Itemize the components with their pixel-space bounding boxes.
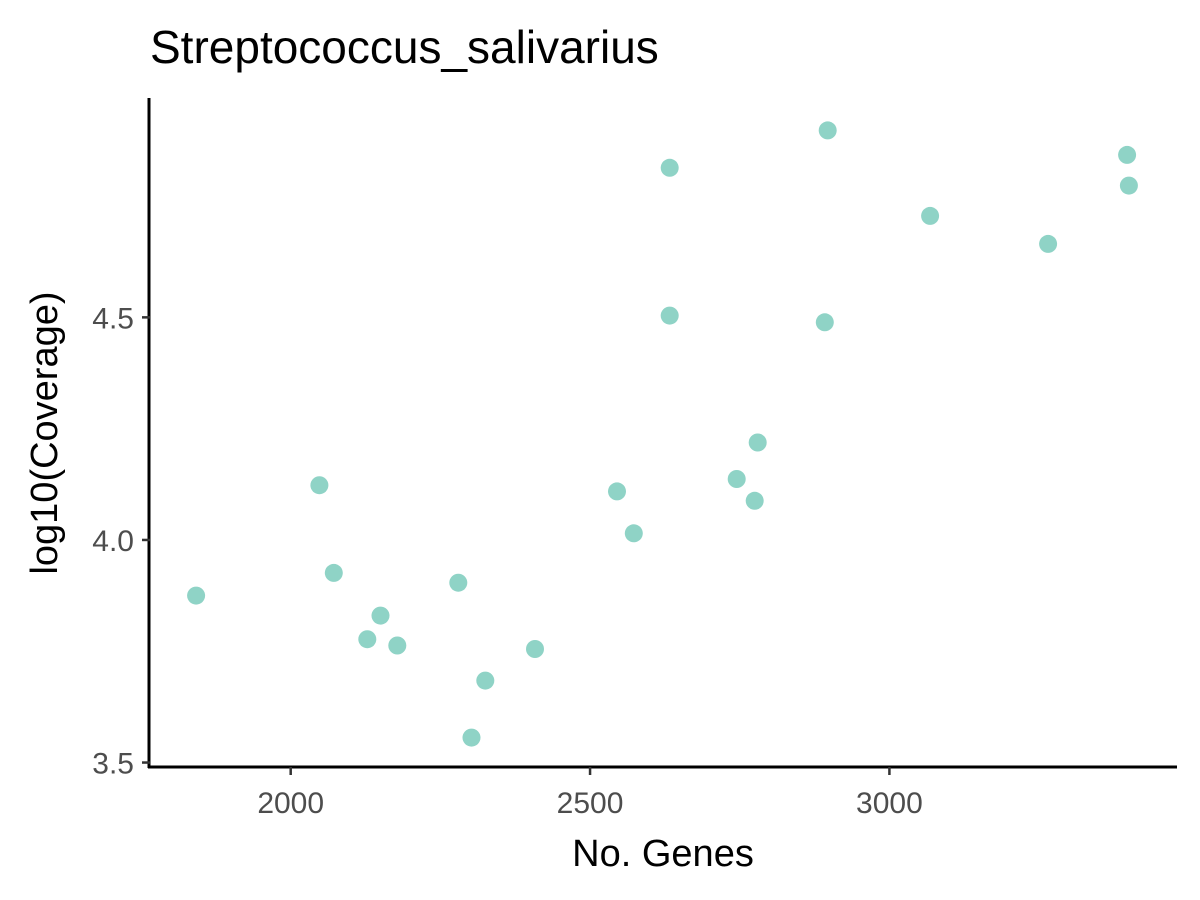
data-point-11 (608, 482, 626, 501)
x-tick-label: 2000 (257, 787, 324, 820)
points-layer (187, 121, 1138, 747)
data-point-14 (660, 306, 679, 325)
y-ticks-layer: 3.5 4.0 4.5 (92, 302, 150, 781)
data-point-16 (745, 491, 764, 510)
data-point-2 (310, 476, 329, 495)
data-point-12 (624, 524, 643, 543)
data-point-15 (727, 470, 746, 488)
data-point-22 (1118, 145, 1137, 164)
data-point-20 (921, 206, 940, 225)
data-point-8 (462, 728, 481, 747)
data-point-5 (371, 606, 390, 625)
x-axis-title: No. Genes (572, 833, 754, 875)
x-tick-label: 2500 (557, 787, 624, 820)
y-tick-label: 3.5 (92, 748, 134, 781)
data-point-13 (660, 158, 679, 177)
data-point-9 (476, 671, 495, 690)
data-point-4 (358, 630, 377, 649)
data-point-17 (748, 433, 767, 452)
data-point-10 (526, 640, 544, 658)
x-ticks-layer: 2000 2500 3000 (257, 767, 923, 820)
data-point-23 (1119, 176, 1138, 195)
x-tick-label: 3000 (856, 787, 923, 820)
data-point-1 (187, 586, 206, 605)
data-point-21 (1039, 234, 1058, 253)
data-point-18 (815, 313, 834, 332)
data-point-19 (818, 121, 837, 140)
chart-title: Streptococcus_salivarius (150, 21, 659, 73)
data-point-7 (449, 573, 468, 592)
y-axis-title: log10(Coverage) (24, 291, 66, 574)
y-tick-label: 4.5 (92, 302, 134, 335)
data-point-3 (324, 563, 343, 582)
data-point-6 (388, 636, 407, 655)
y-tick-label: 4.0 (92, 525, 134, 558)
